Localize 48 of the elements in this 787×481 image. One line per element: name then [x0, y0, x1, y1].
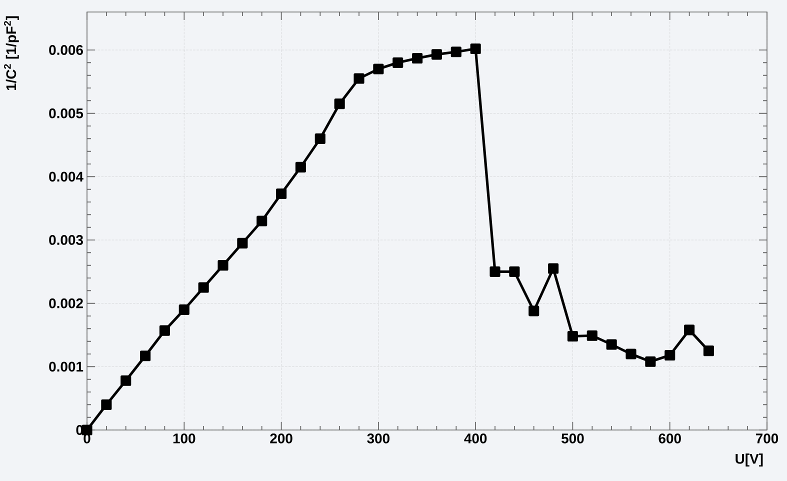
- point: [664, 350, 676, 361]
- point: [431, 49, 442, 60]
- point: [490, 266, 500, 277]
- x-tick-label: 700: [756, 434, 778, 444]
- point: [256, 216, 268, 226]
- point: [703, 346, 714, 356]
- point: [412, 52, 423, 64]
- point: [120, 375, 132, 386]
- point: [606, 339, 617, 350]
- point: [450, 46, 462, 58]
- point: [218, 260, 228, 271]
- x-tick-label: 200: [270, 434, 292, 444]
- y-tick-label: 0.005: [49, 108, 84, 118]
- point: [626, 348, 636, 360]
- point: [82, 424, 92, 436]
- point: [567, 330, 578, 342]
- x-tick-label: 600: [658, 434, 681, 444]
- y-tick-label: 0.002: [49, 298, 83, 308]
- point: [314, 133, 326, 144]
- point: [392, 57, 404, 68]
- point: [198, 282, 209, 293]
- y-tick-label: 0.004: [49, 172, 84, 182]
- x-tick-label: 100: [173, 434, 196, 444]
- point: [470, 43, 481, 54]
- point: [373, 64, 384, 74]
- x-tick-label: 400: [464, 434, 487, 444]
- x-tick-label: 300: [367, 434, 390, 444]
- point: [645, 356, 656, 367]
- y-axis-title: 1/C$^{2}$ [1/pF$^{2}$]: [4, 16, 19, 90]
- point: [159, 325, 170, 336]
- y-tick-label: 0.003: [49, 235, 83, 245]
- point: [178, 304, 190, 315]
- point: [354, 73, 364, 84]
- point: [334, 98, 345, 110]
- x-tick-label: 500: [562, 434, 584, 444]
- y-tick-label: 0.001: [49, 362, 84, 372]
- point: [101, 399, 112, 410]
- y-tick-label: 0.006: [49, 45, 83, 55]
- point: [548, 263, 559, 274]
- point: [276, 188, 287, 200]
- point: [586, 330, 598, 341]
- point: [528, 306, 540, 316]
- point: [684, 324, 695, 336]
- point: [140, 350, 151, 362]
- x-axis-title: U[V]: [736, 454, 763, 467]
- point: [295, 162, 306, 172]
- point: [237, 238, 248, 248]
- point: [509, 266, 520, 277]
